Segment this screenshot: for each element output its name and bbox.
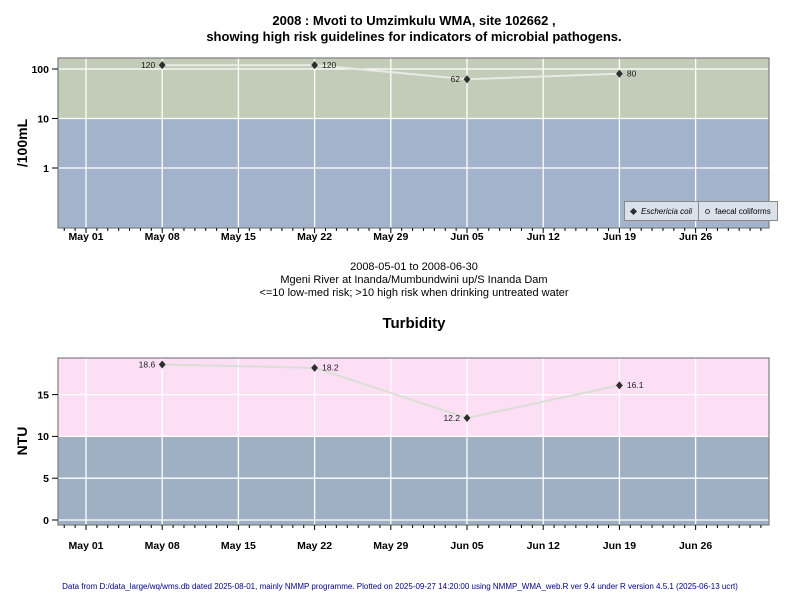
chart1-x-tick-label: May 22 (297, 231, 332, 243)
chart2-y-tick-label: 10 (37, 431, 49, 443)
chart1-data-point-label: 120 (322, 60, 336, 70)
chart2-data-point (311, 363, 319, 372)
subtitle-risk-note: <=10 low-med risk; >10 high risk when dr… (259, 286, 569, 299)
chart2-data-point (158, 360, 166, 369)
open-circle-icon (705, 208, 711, 214)
y-axis-title-per100ml: /100mL (14, 118, 30, 168)
chart2-x-tick-label: Jun 05 (450, 540, 483, 552)
main-title-line1: 2008 : Mvoti to Umzimkulu WMA, site 1026… (272, 13, 556, 28)
subtitle-block: 2008-05-01 to 2008-06-30 Mgeni River at … (14, 261, 800, 299)
legend: Eschericia coli faecal coliforms (624, 201, 778, 221)
subtitle-date-range: 2008-05-01 to 2008-06-30 (350, 261, 478, 273)
chart2-x-tick-label: May 08 (145, 540, 180, 552)
chart2-y-tick-label: 5 (43, 473, 49, 485)
chart2-x-tick-label: May 01 (68, 540, 103, 552)
chart1-x-tick-label: May 01 (68, 231, 103, 243)
chart2-x-tick-label: May 22 (297, 540, 332, 552)
chart1-high-risk-band (58, 58, 769, 119)
chart2-x-tick-label: May 15 (221, 540, 256, 552)
legend-item-faecal-coliforms: faecal coliforms (698, 202, 777, 220)
chart1-x-tick-label: Jun 05 (450, 231, 483, 243)
main-title: 2008 : Mvoti to Umzimkulu WMA, site 1026… (14, 13, 800, 45)
chart1-x-tick-label: May 08 (145, 231, 180, 243)
chart2-series-line (161, 363, 621, 420)
chart1-y-tick-label: 100 (31, 64, 49, 76)
chart1-data-point-label: 120 (141, 60, 155, 70)
footer-caption: Data from D:/data_large/wq/wms.db dated … (62, 582, 738, 591)
chart1-data-point (463, 75, 471, 84)
chart1-x-tick-label: May 15 (221, 231, 256, 243)
chart1-x-tick-label: Jun 19 (603, 231, 636, 243)
chart1-data-point-label: 80 (627, 69, 637, 79)
legend-label-ecoli: Eschericia coli (641, 206, 693, 216)
chart1-x-tick-label: Jun 12 (527, 231, 560, 243)
chart2-x-tick-label: Jun 19 (603, 540, 636, 552)
chart2-y-tick-label: 0 (43, 515, 49, 527)
chart2-x-tick-label: Jun 12 (527, 540, 560, 552)
main-title-line2: showing high risk guidelines for indicat… (206, 29, 622, 44)
chart1-x-tick-label: Jun 26 (679, 231, 712, 243)
chart2-plot-border (57, 357, 770, 526)
chart1-data-point (158, 61, 166, 70)
y-axis-title-ntu: NTU (14, 426, 30, 456)
chart2-x-tick-label: May 29 (373, 540, 408, 552)
chart1-series-line (161, 64, 621, 81)
filled-diamond-icon (629, 207, 638, 215)
chart2-x-tick-label: Jun 26 (679, 540, 712, 552)
chart2-high-risk-band (58, 358, 769, 437)
chart1-data-point (311, 61, 319, 70)
legend-item-ecoli: Eschericia coli (625, 202, 698, 220)
subtitle-site-name: Mgeni River at Inanda/Mumbundwini up/S I… (280, 273, 548, 286)
turbidity-title: Turbidity (382, 315, 446, 332)
chart1-data-point-label: 62 (451, 74, 461, 84)
chart1-x-tick-label: May 29 (373, 231, 408, 243)
chart1-data-point (616, 69, 623, 78)
legend-label-faecal-coliforms: faecal coliforms (715, 206, 771, 216)
chart1-y-tick-label: 1 (43, 163, 49, 175)
chart2-data-point (616, 381, 623, 390)
chart2-data-point (463, 414, 471, 423)
chart2-data-point-label: 18.2 (322, 363, 339, 373)
chart2-data-point-label: 16.1 (627, 380, 644, 390)
chart2-data-point-label: 18.6 (139, 359, 156, 369)
chart1-plot-border (57, 57, 770, 229)
chart2-y-tick-label: 15 (37, 389, 49, 401)
chart1-y-tick-label: 10 (37, 113, 49, 125)
chart2-low-risk-band (58, 436, 769, 525)
chart2-data-point-label: 12.2 (443, 413, 460, 423)
